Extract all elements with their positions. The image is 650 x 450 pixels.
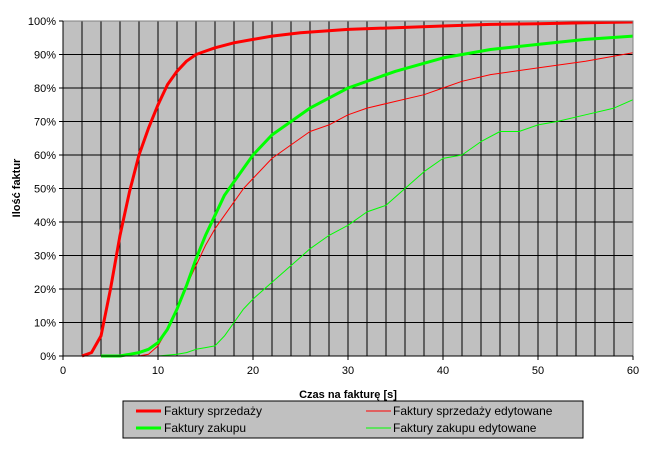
x-tick-label: 10 [152,365,164,377]
series-line-faktury-zakupu-edytowane [148,99,634,357]
y-tick-label: 80% [34,83,56,95]
x-tick-label: 20 [247,365,259,377]
gridlines [63,21,633,356]
series-line-faktury-sprzedazy [81,20,634,358]
x-tick-label: 60 [627,365,639,377]
y-tick-label: 100% [28,16,56,28]
x-tick-label: 0 [60,365,66,377]
legend-label-faktury-zakupu: Faktury zakupu [164,421,246,435]
legend-box [122,400,584,439]
x-tick-label: 30 [342,365,354,377]
y-tick-label: 20% [34,284,56,296]
legend: Faktury sprzedaży Faktury zakupu Faktury… [122,400,584,439]
series-lines [81,20,634,358]
y-tick-label: 0% [40,351,56,363]
x-tick-label: 50 [532,365,544,377]
y-tick-label: 60% [34,150,56,162]
x-tick-label: 40 [437,365,449,377]
y-axis-title: Ilość faktur [11,158,23,217]
y-tick-label: 90% [34,50,56,62]
legend-label-faktury-sprzedazy-edytowane: Faktury sprzedaży edytowane [393,404,553,418]
y-tick-label: 70% [34,117,56,129]
y-tick-label: 10% [34,318,56,330]
y-tick-label: 30% [34,251,56,263]
legend-label-faktury-sprzedazy: Faktury sprzedaży [164,404,262,418]
x-axis-title: Czas na fakturę [s] [299,389,397,401]
legend-label-faktury-zakupu-edytowane: Faktury zakupu edytowane [393,421,537,435]
series-line-faktury-zakupu [101,34,634,358]
y-tick-label: 50% [34,184,56,196]
axes: 0% 10% 20% 30% 40% 50% 60% 70% 80% 90% 100% 0 10 20 30… [28,16,639,377]
y-tick-label: 40% [34,217,56,229]
